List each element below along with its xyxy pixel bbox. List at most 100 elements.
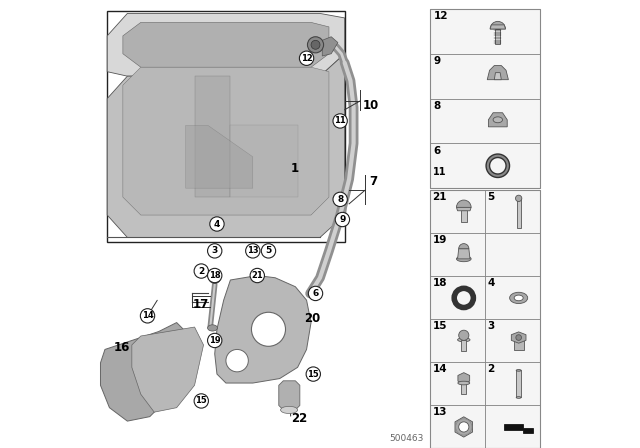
Bar <box>430 276 484 319</box>
Text: 22: 22 <box>291 412 307 426</box>
Polygon shape <box>461 383 467 393</box>
Polygon shape <box>516 370 521 397</box>
Polygon shape <box>123 22 329 67</box>
Ellipse shape <box>516 396 521 398</box>
Text: 19: 19 <box>433 235 447 245</box>
Text: 7: 7 <box>369 175 378 188</box>
Polygon shape <box>323 37 338 56</box>
Bar <box>430 99 540 143</box>
Circle shape <box>311 40 320 49</box>
Bar <box>484 319 540 362</box>
Polygon shape <box>123 67 329 215</box>
Text: 3: 3 <box>212 246 218 255</box>
Circle shape <box>252 312 285 346</box>
Polygon shape <box>455 417 472 437</box>
Ellipse shape <box>280 406 298 414</box>
Polygon shape <box>458 249 470 259</box>
Text: 12: 12 <box>433 11 448 21</box>
Polygon shape <box>107 13 344 76</box>
Bar <box>430 143 540 188</box>
Ellipse shape <box>458 381 470 385</box>
Polygon shape <box>132 327 204 412</box>
Text: 15: 15 <box>195 396 207 405</box>
Ellipse shape <box>509 292 528 304</box>
Text: 15: 15 <box>307 370 319 379</box>
Text: 17: 17 <box>192 298 209 311</box>
Polygon shape <box>279 381 300 410</box>
Ellipse shape <box>516 370 521 371</box>
Circle shape <box>515 195 522 202</box>
Text: 1: 1 <box>291 161 299 175</box>
Circle shape <box>194 264 209 278</box>
Circle shape <box>459 330 469 340</box>
Bar <box>107 11 344 242</box>
Text: 13: 13 <box>433 407 447 417</box>
Text: 11: 11 <box>433 167 447 177</box>
Polygon shape <box>511 332 526 343</box>
Polygon shape <box>214 276 311 383</box>
Circle shape <box>307 37 324 53</box>
Circle shape <box>333 114 348 128</box>
Text: 5: 5 <box>266 246 271 255</box>
Circle shape <box>140 309 155 323</box>
Polygon shape <box>513 337 524 350</box>
Text: 14: 14 <box>141 311 154 320</box>
Text: 20: 20 <box>305 311 321 325</box>
Ellipse shape <box>456 256 471 262</box>
Circle shape <box>250 268 264 283</box>
Bar <box>484 362 540 405</box>
Bar <box>430 9 540 188</box>
Text: 18: 18 <box>209 271 221 280</box>
Polygon shape <box>461 210 467 222</box>
Bar <box>430 405 484 448</box>
Circle shape <box>333 192 348 207</box>
Circle shape <box>300 51 314 65</box>
Circle shape <box>207 268 222 283</box>
Bar <box>430 9 540 54</box>
Text: 21: 21 <box>252 271 263 280</box>
Polygon shape <box>456 207 471 211</box>
Text: 9: 9 <box>433 56 440 66</box>
Bar <box>430 233 484 276</box>
Text: 5: 5 <box>487 192 495 202</box>
Text: 10: 10 <box>362 99 379 112</box>
Polygon shape <box>186 125 253 188</box>
Polygon shape <box>494 73 501 80</box>
Circle shape <box>246 244 260 258</box>
Bar <box>430 190 540 448</box>
Text: 6: 6 <box>433 146 440 155</box>
Bar <box>430 362 484 405</box>
Text: 12: 12 <box>301 54 312 63</box>
Circle shape <box>226 349 248 372</box>
Circle shape <box>210 217 224 231</box>
Circle shape <box>194 394 209 408</box>
Bar <box>484 276 540 319</box>
Ellipse shape <box>207 325 218 331</box>
Polygon shape <box>100 323 186 421</box>
Text: 8: 8 <box>433 101 440 111</box>
Polygon shape <box>230 125 298 197</box>
Polygon shape <box>487 65 508 80</box>
Text: 6: 6 <box>312 289 319 298</box>
Circle shape <box>516 335 522 340</box>
Circle shape <box>306 367 321 381</box>
Polygon shape <box>516 198 521 228</box>
Bar <box>484 405 540 448</box>
Text: 11: 11 <box>334 116 346 125</box>
Bar <box>430 319 484 362</box>
Bar <box>430 190 484 233</box>
Wedge shape <box>456 200 471 207</box>
Ellipse shape <box>493 117 502 123</box>
Circle shape <box>335 212 349 227</box>
Wedge shape <box>459 244 469 249</box>
Polygon shape <box>490 25 506 29</box>
Polygon shape <box>107 54 344 237</box>
Text: 14: 14 <box>433 364 447 374</box>
Text: 19: 19 <box>209 336 221 345</box>
Ellipse shape <box>514 295 523 301</box>
Text: 8: 8 <box>337 195 343 204</box>
Polygon shape <box>488 113 508 127</box>
Bar <box>430 54 540 99</box>
Bar <box>484 190 540 233</box>
Text: 3: 3 <box>487 321 495 331</box>
